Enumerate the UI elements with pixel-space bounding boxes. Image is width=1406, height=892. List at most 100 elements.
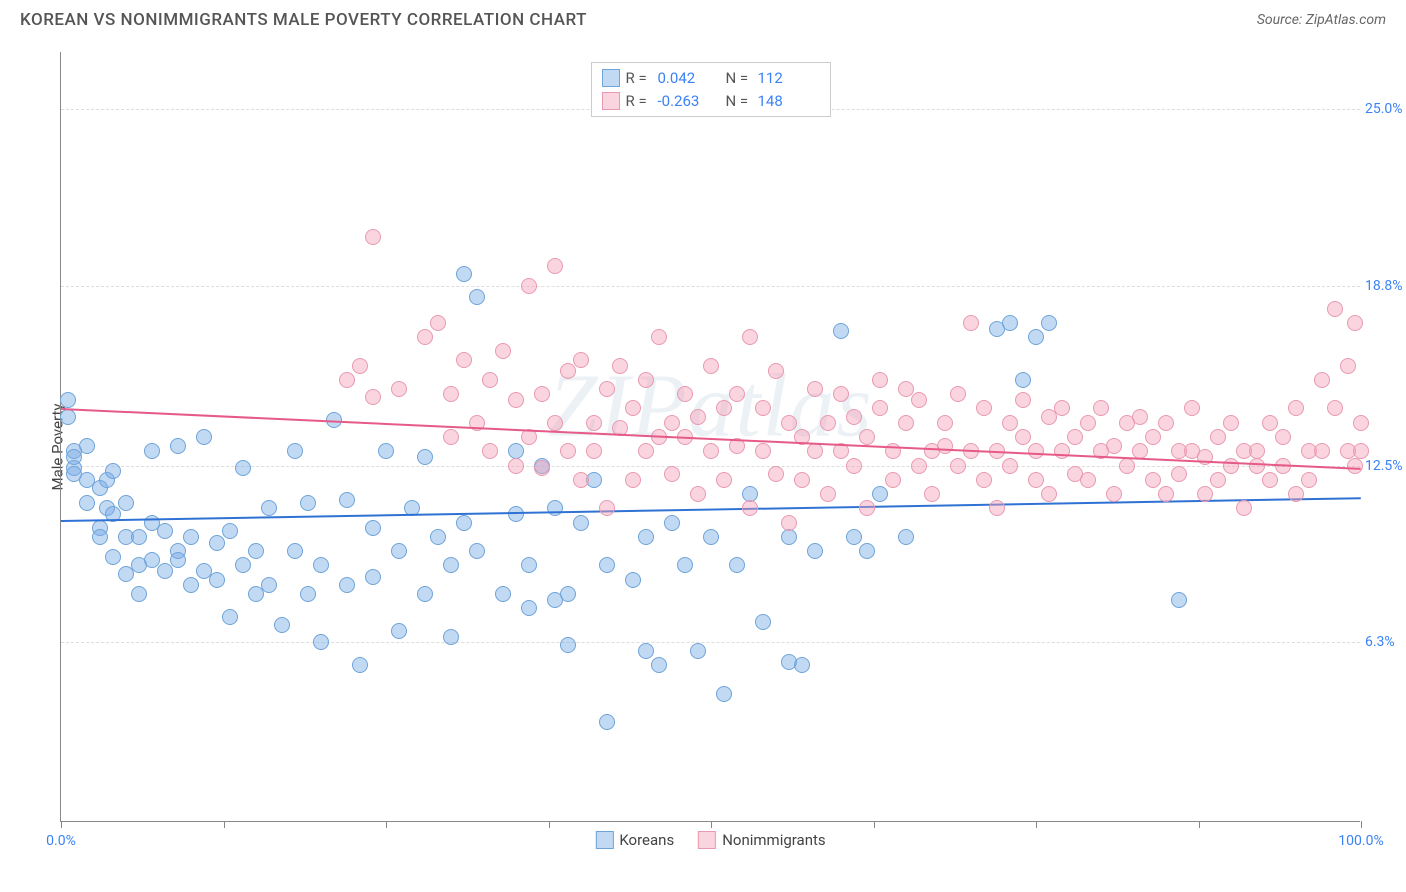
scatter-point — [820, 486, 836, 502]
scatter-point — [1288, 486, 1304, 502]
scatter-point — [1210, 429, 1226, 445]
scatter-point — [859, 429, 875, 445]
chart-title: KOREAN VS NONIMMIGRANTS MALE POVERTY COR… — [20, 10, 587, 30]
scatter-point — [170, 438, 186, 454]
scatter-point — [560, 443, 576, 459]
scatter-point — [1171, 466, 1187, 482]
scatter-point — [456, 266, 472, 282]
scatter-point — [625, 400, 641, 416]
scatter-point — [586, 443, 602, 459]
scatter-point — [820, 415, 836, 431]
plot-area: ZIPatlas 6.3%12.5%18.8%25.0%0.0%100.0%R … — [60, 52, 1360, 822]
x-tick — [1036, 821, 1037, 828]
scatter-point — [560, 363, 576, 379]
scatter-point — [586, 415, 602, 431]
y-tick-label: 18.8% — [1365, 278, 1406, 294]
scatter-point — [755, 614, 771, 630]
scatter-point — [833, 386, 849, 402]
series-swatch — [602, 69, 620, 87]
scatter-point — [430, 529, 446, 545]
scatter-point — [1353, 443, 1369, 459]
scatter-point — [196, 429, 212, 445]
stat-label-r: R = — [626, 90, 652, 113]
scatter-point — [781, 415, 797, 431]
scatter-point — [703, 358, 719, 374]
scatter-point — [469, 543, 485, 559]
scatter-point — [430, 315, 446, 331]
scatter-point — [781, 529, 797, 545]
scatter-point — [573, 515, 589, 531]
scatter-point — [1028, 443, 1044, 459]
stats-row: R =-0.263N =148 — [602, 90, 820, 113]
scatter-point — [209, 572, 225, 588]
scatter-point — [339, 372, 355, 388]
scatter-point — [768, 466, 784, 482]
scatter-point — [1145, 429, 1161, 445]
scatter-point — [859, 543, 875, 559]
scatter-point — [1002, 458, 1018, 474]
legend: KoreansNonimmigrants — [595, 831, 825, 849]
scatter-point — [1171, 592, 1187, 608]
scatter-point — [625, 472, 641, 488]
scatter-point — [651, 657, 667, 673]
scatter-point — [534, 386, 550, 402]
scatter-point — [742, 329, 758, 345]
scatter-point — [1015, 392, 1031, 408]
scatter-point — [1223, 458, 1239, 474]
scatter-point — [768, 363, 784, 379]
correlation-stats-box: R =0.042N =112R =-0.263N =148 — [591, 62, 831, 117]
scatter-point — [417, 329, 433, 345]
scatter-point — [443, 557, 459, 573]
legend-label: Nonimmigrants — [722, 831, 825, 849]
scatter-point — [157, 523, 173, 539]
scatter-point — [131, 586, 147, 602]
x-tick — [224, 821, 225, 828]
scatter-point — [1340, 358, 1356, 374]
scatter-point — [872, 372, 888, 388]
source-label: Source: ZipAtlas.com — [1257, 12, 1386, 28]
scatter-point — [1041, 315, 1057, 331]
scatter-point — [755, 443, 771, 459]
scatter-point — [1080, 472, 1096, 488]
scatter-point — [573, 352, 589, 368]
scatter-point — [690, 643, 706, 659]
series-swatch — [602, 92, 620, 110]
scatter-point — [872, 486, 888, 502]
scatter-point — [885, 472, 901, 488]
scatter-point — [287, 443, 303, 459]
stat-value-n: 148 — [758, 90, 820, 113]
scatter-point — [1236, 500, 1252, 516]
stat-value-r: 0.042 — [658, 67, 720, 90]
scatter-point — [222, 609, 238, 625]
scatter-point — [924, 486, 940, 502]
scatter-point — [235, 557, 251, 573]
scatter-point — [534, 460, 550, 476]
scatter-point — [443, 629, 459, 645]
scatter-point — [157, 563, 173, 579]
scatter-point — [521, 557, 537, 573]
scatter-point — [1054, 443, 1070, 459]
scatter-point — [1197, 486, 1213, 502]
scatter-point — [261, 500, 277, 516]
scatter-point — [300, 586, 316, 602]
gridline-h — [61, 642, 1360, 643]
scatter-point — [417, 449, 433, 465]
stat-label-n: N = — [726, 90, 752, 113]
scatter-point — [1158, 415, 1174, 431]
scatter-point — [989, 500, 1005, 516]
scatter-point — [638, 372, 654, 388]
scatter-point — [794, 657, 810, 673]
scatter-point — [976, 472, 992, 488]
scatter-point — [222, 523, 238, 539]
x-tick — [61, 821, 62, 828]
scatter-point — [1184, 400, 1200, 416]
scatter-point — [482, 372, 498, 388]
scatter-point — [872, 400, 888, 416]
scatter-point — [1158, 486, 1174, 502]
scatter-point — [209, 535, 225, 551]
scatter-point — [1002, 315, 1018, 331]
scatter-point — [1054, 400, 1070, 416]
stat-label-n: N = — [726, 67, 752, 90]
scatter-point — [1002, 415, 1018, 431]
scatter-point — [1262, 472, 1278, 488]
